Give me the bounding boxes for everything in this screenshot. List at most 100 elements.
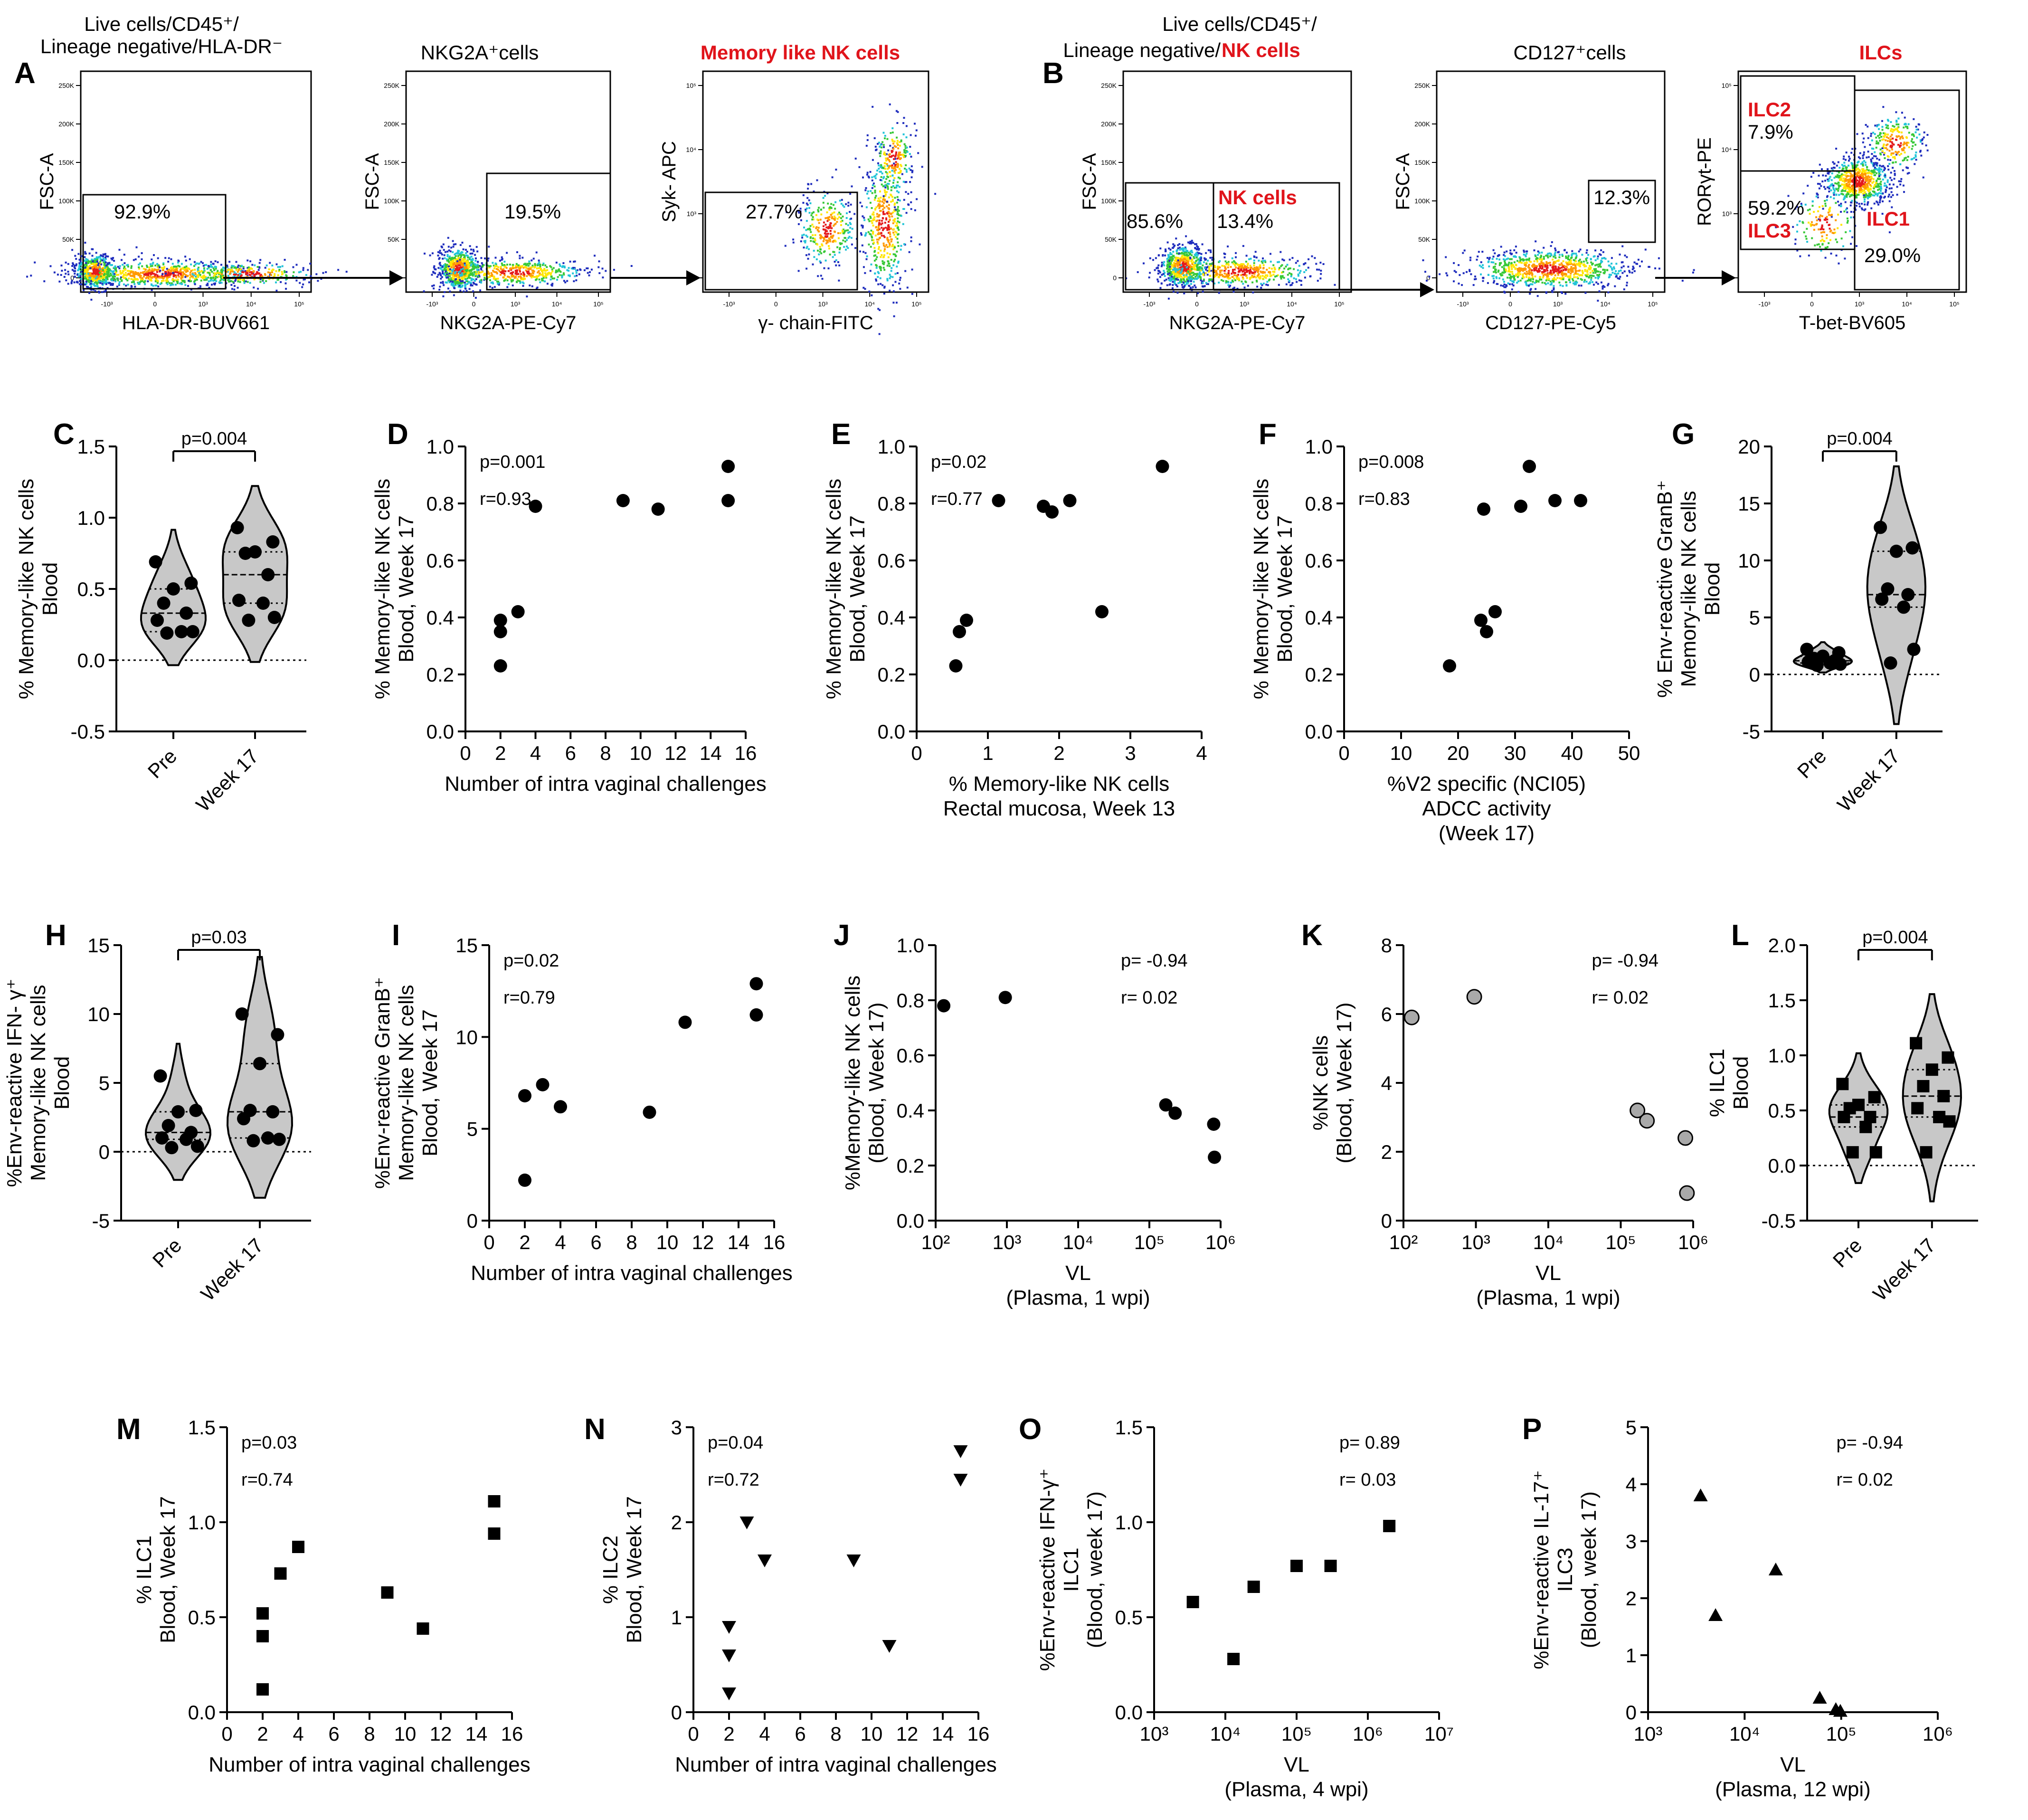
flow-event	[1245, 260, 1247, 263]
flow-event	[892, 231, 894, 234]
flow-event	[1261, 284, 1263, 286]
flow-event	[896, 224, 898, 227]
flow-event	[124, 274, 126, 276]
flow-event	[106, 263, 109, 265]
flow-event	[468, 269, 471, 272]
flow-event	[1641, 260, 1643, 263]
flow-event	[88, 292, 91, 294]
flow-event	[1182, 261, 1185, 264]
flow-event	[464, 261, 467, 263]
flow-event	[1207, 259, 1209, 262]
flow-event	[847, 224, 849, 227]
flow-event	[85, 275, 88, 278]
flow-event	[104, 270, 106, 273]
flow-event	[803, 227, 805, 228]
flow-event	[847, 247, 849, 249]
flow-event	[84, 268, 86, 270]
flow-event	[1188, 276, 1191, 278]
flow-event	[1176, 292, 1179, 294]
flow-event	[275, 289, 278, 292]
flow-event	[450, 259, 452, 261]
flow-event	[493, 265, 495, 267]
flow-event	[1173, 281, 1175, 284]
flow-event	[92, 279, 94, 282]
flow-event	[459, 263, 461, 265]
flow-event	[483, 264, 485, 266]
flow-event	[1288, 281, 1290, 284]
flow-event	[460, 255, 463, 257]
flow-event	[497, 280, 500, 283]
flow-event	[892, 264, 895, 266]
flow-event	[880, 232, 882, 235]
flow-event	[802, 194, 805, 196]
flow-event	[203, 279, 206, 281]
flow-event	[1515, 273, 1517, 275]
flow-event	[460, 252, 462, 254]
flow-event	[78, 258, 81, 261]
flow-event	[1170, 273, 1172, 275]
flow-event	[221, 275, 223, 277]
flow-event	[98, 270, 100, 272]
flow-event	[461, 251, 464, 254]
flow-event	[452, 257, 455, 259]
flow-plot-a2: 250K200K150K100K50K0-10³010³10⁴10⁵FSC-AN…	[362, 70, 633, 333]
flow-event	[1282, 271, 1284, 273]
flow-event	[194, 268, 196, 271]
flow-event	[140, 280, 142, 283]
flow-event	[156, 282, 159, 284]
flow-event	[832, 251, 834, 253]
flow-event	[525, 266, 528, 269]
flow-event	[102, 255, 104, 257]
flow-event	[227, 279, 229, 281]
flow-event	[96, 277, 98, 279]
flow-event	[166, 276, 168, 279]
flow-event	[144, 268, 147, 271]
flow-event	[1205, 252, 1207, 254]
flow-event	[105, 280, 107, 283]
flow-x-tick-label: -10³	[723, 300, 735, 308]
flow-event	[886, 246, 889, 248]
flow-event	[512, 267, 514, 269]
flow-y-tick-label: 150K	[1414, 159, 1430, 166]
flow-event	[541, 272, 544, 274]
flow-event	[474, 275, 477, 277]
flow-event	[838, 216, 841, 218]
flow-event	[1236, 263, 1238, 265]
flow-event	[886, 200, 888, 203]
flow-event	[839, 199, 841, 202]
flow-event	[104, 266, 106, 269]
flow-event	[1189, 250, 1192, 253]
flow-event	[433, 284, 435, 286]
flow-event	[99, 272, 101, 274]
flow-event	[464, 256, 466, 258]
flow-event	[245, 271, 247, 274]
flow-event	[1184, 280, 1186, 283]
flow-event	[497, 277, 499, 280]
flow-event	[222, 275, 225, 277]
flow-event	[128, 277, 130, 280]
flow-event	[487, 271, 489, 274]
flow-event	[876, 215, 879, 218]
flow-event	[143, 275, 145, 278]
flow-event	[1600, 259, 1602, 262]
flow-event	[86, 258, 88, 261]
flow-event	[1167, 268, 1170, 271]
flow-event	[210, 261, 212, 263]
flow-event	[441, 246, 443, 248]
flow-event	[196, 279, 198, 281]
flow-event	[452, 251, 454, 253]
flow-event	[498, 282, 501, 284]
flow-event	[531, 285, 533, 287]
flow-event	[812, 237, 814, 239]
flow-event	[849, 227, 852, 229]
flow-event	[825, 233, 827, 235]
flow-event	[445, 281, 447, 284]
flow-event	[105, 277, 107, 279]
flow-event	[536, 286, 539, 289]
flow-event	[459, 281, 461, 284]
flow-event	[167, 273, 170, 275]
flow-event	[910, 134, 912, 136]
flow-event	[1253, 265, 1255, 266]
flow-event	[1206, 274, 1209, 276]
flow-event	[550, 266, 552, 268]
